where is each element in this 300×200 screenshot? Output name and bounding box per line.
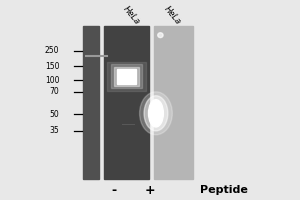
Bar <box>104 26 148 179</box>
Text: 70: 70 <box>50 87 59 96</box>
Text: Peptide: Peptide <box>200 185 248 195</box>
Text: 250: 250 <box>45 46 59 55</box>
Ellipse shape <box>158 33 163 38</box>
Ellipse shape <box>144 96 168 131</box>
Text: 100: 100 <box>45 76 59 85</box>
Bar <box>111 64 142 88</box>
Text: 35: 35 <box>50 126 59 135</box>
Text: 150: 150 <box>45 62 59 71</box>
Bar <box>114 67 139 86</box>
Text: HeLa: HeLa <box>121 5 141 27</box>
Text: +: + <box>145 184 155 197</box>
Bar <box>83 26 100 179</box>
Ellipse shape <box>140 92 172 135</box>
Text: HeLa: HeLa <box>163 5 183 27</box>
Bar <box>117 69 136 84</box>
Text: -: - <box>112 184 117 197</box>
Bar <box>154 26 193 179</box>
Bar <box>107 62 146 91</box>
Text: 50: 50 <box>50 110 59 119</box>
Ellipse shape <box>148 100 164 127</box>
